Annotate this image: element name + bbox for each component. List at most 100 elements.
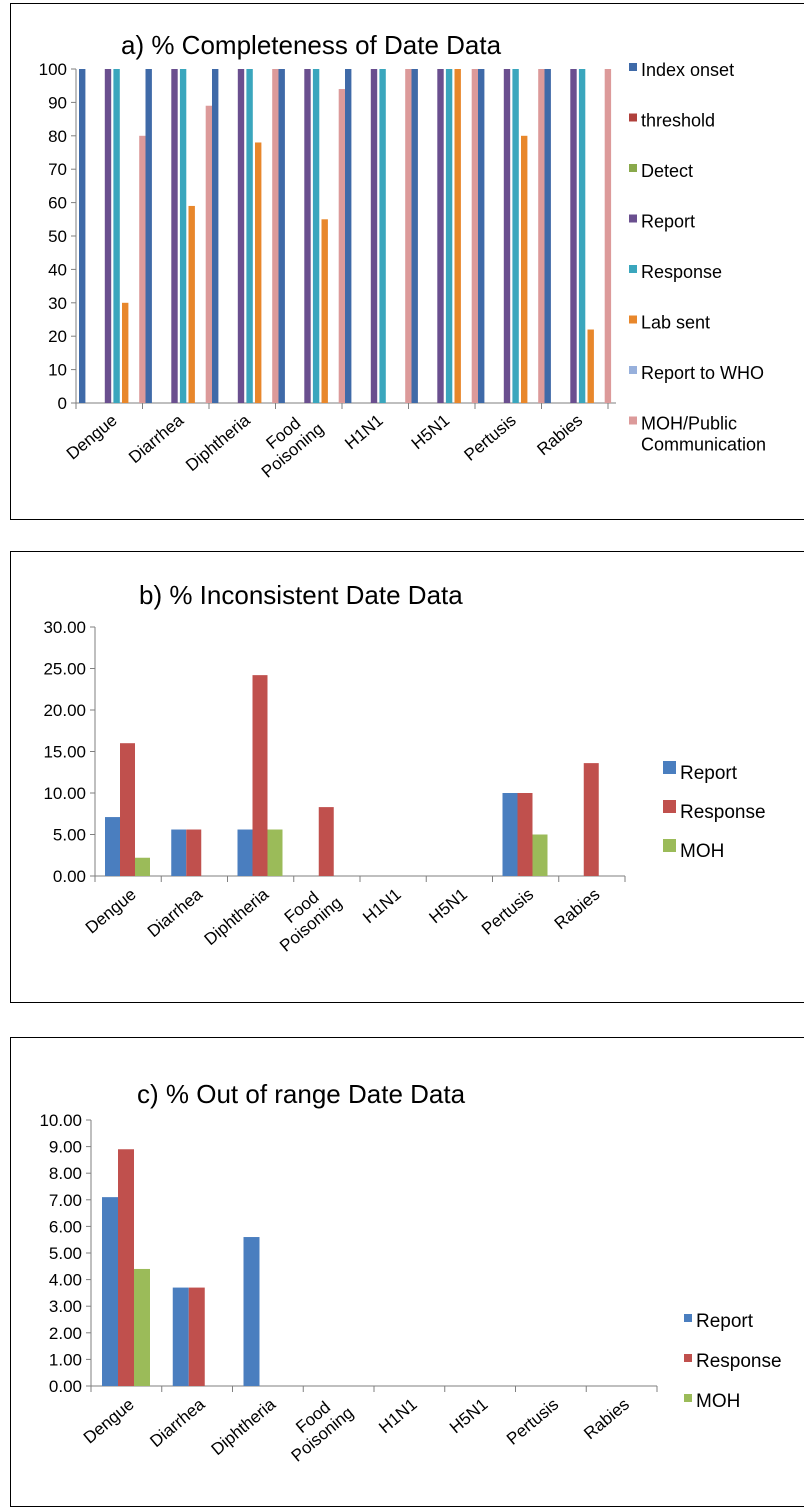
legend-label: Report to WHO <box>641 363 764 383</box>
x-tick-label: Dengue <box>63 411 121 464</box>
bar-dengue-series-3 <box>104 69 112 403</box>
legend-swatch <box>663 800 676 813</box>
y-tick-label: 4.00 <box>49 1271 82 1290</box>
chart-completeness: a) % Completeness of Date Data 0 10 20 30 40 5… <box>39 30 766 482</box>
legend-swatch <box>684 1354 692 1362</box>
x-tick-label: Diphtheria <box>182 410 254 475</box>
bar-food-poisoning-series-1 <box>318 807 334 876</box>
bar-h5n1-series-3 <box>437 69 444 403</box>
chart-panel-completeness: a) % Completeness of Date Data 0 10 20 30 40 5… <box>10 3 804 520</box>
chart-title: c) % Out of range Date Data <box>137 1079 466 1109</box>
bar-diarrhea-series-0 <box>172 1287 189 1386</box>
y-tick-label: 0.00 <box>49 1377 82 1396</box>
bar-diarrhea-series-0 <box>145 69 152 403</box>
x-tick-label: FoodPoisoning <box>246 405 328 482</box>
bar-food-poisoning-series-4 <box>312 69 320 403</box>
x-tick-label-group: Diarrhea <box>146 1394 209 1451</box>
x-tick-label: Pertusis <box>460 411 519 465</box>
x-tick-label-group: Rabies <box>580 1395 633 1444</box>
x-tick-label: Pertusis <box>478 885 537 939</box>
x-tick-label-group: H1N1 <box>359 885 405 927</box>
bar-diarrhea-series-5 <box>188 205 195 403</box>
legend-label: Lab sent <box>641 313 710 333</box>
y-tick-label: 30.00 <box>43 618 86 637</box>
y-tick-label: 0.00 <box>53 867 86 886</box>
legend-swatch <box>629 214 637 223</box>
y-tick-label: 5.00 <box>53 826 86 845</box>
y-tick-label: 8.00 <box>49 1164 82 1183</box>
legend-swatch <box>629 164 637 172</box>
legend-swatch <box>684 1394 692 1402</box>
legend-swatch <box>629 366 637 374</box>
bar-rabies-series-3 <box>570 69 577 403</box>
bar-diarrhea-series-3 <box>171 69 178 403</box>
x-tick-label: FoodPoisoning <box>264 879 346 956</box>
legend-label: MOH <box>680 841 724 862</box>
bar-rabies-series-0 <box>544 69 551 403</box>
x-tick-label: FoodPoisoning <box>275 1389 357 1466</box>
y-tick-label: 9.00 <box>49 1138 82 1157</box>
chart-panel-inconsistent: b) % Inconsistent Date Data 0.00 5.00 10.00… <box>10 551 804 1003</box>
legend-swatch <box>684 1314 692 1322</box>
bar-h1n1-series-0 <box>345 69 352 403</box>
x-tick-label: H1N1 <box>359 885 405 927</box>
legend-swatch <box>629 113 637 122</box>
x-tick-label: Rabies <box>551 885 604 934</box>
bar-h5n1-series-0 <box>411 69 418 403</box>
bar-pertusis-series-5 <box>521 135 528 404</box>
x-tick-label: Diarrhea <box>144 884 207 941</box>
x-tick-label: Diarrhea <box>125 410 188 467</box>
x-tick-label: H1N1 <box>375 1395 421 1437</box>
legend-label: Report <box>641 212 695 232</box>
x-tick-label-group: Rabies <box>533 411 586 460</box>
x-tick-label: Dengue <box>82 885 140 938</box>
legend-swatch <box>629 315 637 324</box>
legend-label: Report <box>696 1311 754 1332</box>
legend-swatch <box>663 839 676 852</box>
x-tick-label-group: H5N1 <box>425 885 471 927</box>
bar-h1n1-series-3 <box>370 69 378 403</box>
bar-pertusis-series-7 <box>538 69 545 403</box>
legend-label: threshold <box>641 111 715 131</box>
x-tick-label-group: Diphtheria <box>182 410 254 475</box>
y-tick-label: 80 <box>48 127 67 146</box>
bar-pertusis-series-1 <box>517 793 533 876</box>
x-tick-label-group: Pertusis <box>478 885 537 939</box>
y-tick-label: 20 <box>48 327 67 346</box>
bar-rabies-series-1 <box>583 763 599 876</box>
x-tick-label: Rabies <box>533 411 586 460</box>
legend-label: Response <box>680 802 766 823</box>
legend-label: Index onset <box>641 60 734 80</box>
x-tick-label-group: Diphtheria <box>208 1394 280 1459</box>
bar-dengue-series-1 <box>118 1149 134 1386</box>
bar-diphtheria-series-0 <box>237 829 253 876</box>
x-tick-label-group: Dengue <box>80 1395 138 1448</box>
y-tick-label: 90 <box>48 93 67 112</box>
y-tick-label: 5.00 <box>49 1244 82 1263</box>
bar-diarrhea-series-7 <box>205 105 213 404</box>
bar-pertusis-series-0 <box>502 793 518 876</box>
x-tick-label-group: Pertusis <box>503 1395 562 1449</box>
bar-food-poisoning-series-3 <box>304 69 311 403</box>
y-tick-label: 70 <box>48 160 67 179</box>
x-tick-label-group: H1N1 <box>341 411 387 453</box>
y-tick-label: 40 <box>48 260 67 279</box>
y-tick-label: 25.00 <box>43 660 86 679</box>
bar-diphtheria-series-1 <box>252 675 268 876</box>
bar-diphtheria-series-4 <box>246 69 253 403</box>
bar-dengue-series-4 <box>113 69 120 403</box>
bar-food-poisoning-series-5 <box>321 219 328 403</box>
y-tick-label: 20.00 <box>43 701 86 720</box>
bar-food-poisoning-series-7 <box>338 89 346 403</box>
legend-label: Response <box>696 1351 782 1372</box>
y-tick-label: 100 <box>39 60 67 79</box>
bar-dengue-series-0 <box>102 1197 118 1386</box>
legend-swatch <box>629 416 637 425</box>
bar-rabies-series-4 <box>578 69 586 403</box>
y-tick-label: 60 <box>48 194 67 213</box>
x-tick-label: H1N1 <box>341 411 387 453</box>
bar-diarrhea-series-0 <box>171 829 187 876</box>
legend-swatch <box>629 265 637 273</box>
legend-swatch <box>663 761 676 774</box>
bar-h1n1-series-7 <box>405 69 412 403</box>
